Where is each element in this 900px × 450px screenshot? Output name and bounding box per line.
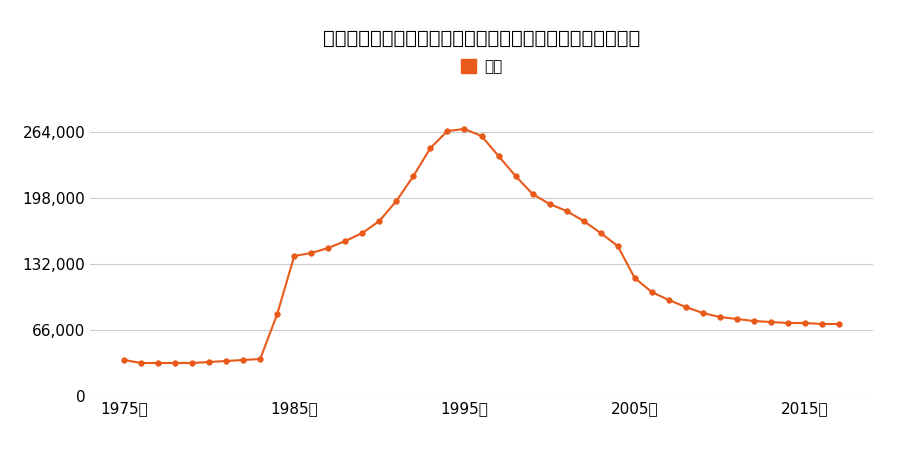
Title: 福岡県宗像郡宗像町大字土穴字前田１９４番１１の地価推移: 福岡県宗像郡宗像町大字土穴字前田１９４番１１の地価推移 — [323, 28, 640, 47]
Legend: 価格: 価格 — [454, 53, 508, 81]
